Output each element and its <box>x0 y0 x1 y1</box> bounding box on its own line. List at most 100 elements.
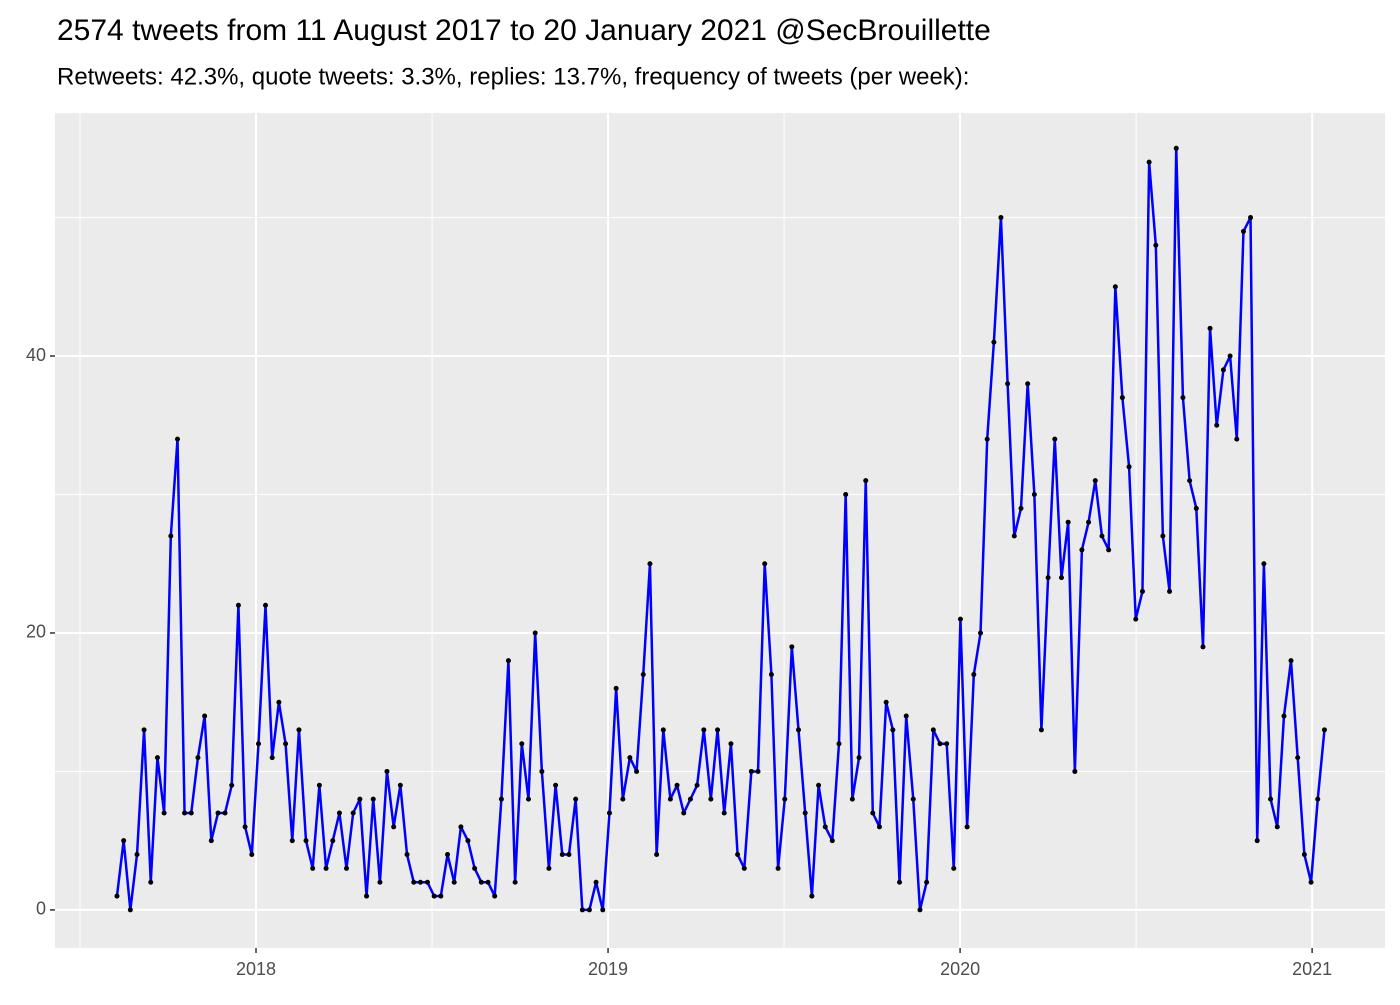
data-point <box>512 879 518 885</box>
data-point <box>1106 547 1112 553</box>
data-point <box>897 879 903 885</box>
data-point <box>822 824 828 830</box>
data-point <box>188 810 194 816</box>
data-point <box>202 713 208 719</box>
data-point <box>978 630 984 636</box>
data-point <box>1011 533 1017 539</box>
data-point <box>472 865 478 871</box>
data-point <box>485 879 491 885</box>
data-point <box>1031 491 1037 497</box>
chart-title: 2574 tweets from 11 August 2017 to 20 Ja… <box>57 14 991 47</box>
data-point <box>350 810 356 816</box>
data-point <box>816 782 822 788</box>
data-point <box>411 879 417 885</box>
data-point <box>1308 879 1314 885</box>
data-point <box>863 478 869 484</box>
x-tick-label: 2020 <box>940 959 980 979</box>
data-point <box>924 879 930 885</box>
data-point <box>310 865 316 871</box>
data-point <box>316 782 322 788</box>
data-point <box>343 865 349 871</box>
data-point <box>296 727 302 733</box>
data-point <box>1227 353 1233 359</box>
y-tick-label: 20 <box>26 622 46 642</box>
data-point <box>606 810 612 816</box>
data-point <box>1079 547 1085 553</box>
data-point <box>741 865 747 871</box>
data-point <box>255 741 261 747</box>
data-point <box>276 699 282 705</box>
data-point <box>796 727 802 733</box>
y-tick-label: 40 <box>26 345 46 365</box>
series-line <box>115 147 1326 912</box>
data-point <box>1268 796 1274 802</box>
data-point <box>391 824 397 830</box>
data-point <box>1220 367 1226 373</box>
data-point <box>1099 533 1105 539</box>
data-point <box>694 782 700 788</box>
data-point <box>1301 852 1307 858</box>
data-point <box>775 865 781 871</box>
data-point <box>370 796 376 802</box>
chart-subtitle: Retweets: 42.3%, quote tweets: 3.3%, rep… <box>57 63 969 90</box>
data-point <box>539 768 545 774</box>
data-point <box>708 796 714 802</box>
data-point <box>930 727 936 733</box>
data-point <box>229 782 235 788</box>
data-point <box>384 768 390 774</box>
data-point <box>215 810 221 816</box>
data-point <box>546 865 552 871</box>
data-point <box>849 796 855 802</box>
data-point <box>654 852 660 858</box>
data-point <box>134 852 140 858</box>
data-point <box>586 907 592 913</box>
data-point <box>627 755 633 761</box>
x-tick-label: 2018 <box>236 959 276 979</box>
data-point <box>438 893 444 899</box>
data-point <box>1288 658 1294 664</box>
data-point <box>715 727 721 733</box>
data-point <box>1214 422 1220 428</box>
data-point <box>735 852 741 858</box>
data-point <box>458 824 464 830</box>
data-point <box>1167 588 1173 594</box>
data-point <box>1072 768 1078 774</box>
data-point <box>991 339 997 345</box>
data-point <box>998 215 1004 221</box>
data-point <box>1173 145 1179 151</box>
data-point <box>917 907 923 913</box>
data-point <box>843 491 849 497</box>
data-point <box>424 879 430 885</box>
data-point <box>728 741 734 747</box>
data-point <box>492 893 498 899</box>
data-point <box>789 644 795 650</box>
data-point <box>478 879 484 885</box>
data-point <box>687 796 693 802</box>
data-point <box>600 907 606 913</box>
data-point <box>681 810 687 816</box>
data-point <box>1146 159 1152 165</box>
data-point <box>1295 755 1301 761</box>
data-point <box>613 685 619 691</box>
data-point <box>1180 395 1186 401</box>
data-point <box>269 755 275 761</box>
data-point <box>397 782 403 788</box>
data-point <box>870 810 876 816</box>
data-point <box>1112 284 1118 290</box>
data-point <box>336 810 342 816</box>
data-point <box>802 810 808 816</box>
data-point <box>303 838 309 844</box>
data-point <box>121 838 127 844</box>
data-point <box>856 755 862 761</box>
data-point <box>242 824 248 830</box>
data-point <box>755 768 761 774</box>
data-point <box>1005 381 1011 387</box>
data-point <box>1281 713 1287 719</box>
data-point <box>289 838 295 844</box>
data-point <box>525 796 531 802</box>
data-point <box>431 893 437 899</box>
data-point <box>640 672 646 678</box>
data-point <box>1274 824 1280 830</box>
data-point <box>1045 575 1051 581</box>
data-point <box>593 879 599 885</box>
